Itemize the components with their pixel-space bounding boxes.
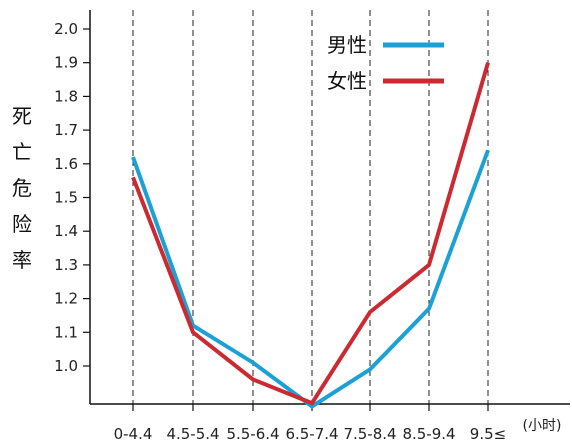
y-tick-label: 1.3 [54, 256, 78, 274]
y-tick-label: 1.6 [54, 155, 78, 173]
x-tick-label: 0-4.4 [114, 425, 153, 443]
x-tick-label: 6.5-7.4 [285, 425, 338, 443]
x-tick-label: 8.5-9.4 [402, 425, 455, 443]
y-tick-label: 1.7 [54, 121, 78, 139]
x-tick-label: 5.5-6.4 [226, 425, 279, 443]
axes [89, 10, 570, 405]
y-ticks: 1.0 1.1 1.2 1.3 1.4 1.5 1.6 1.7 1.8 1.9 2.0 [54, 20, 90, 375]
x-tick-label: 7.5-8.4 [343, 425, 396, 443]
x-ticks: 0-4.4 4.5-5.4 5.5-6.4 6.5-7.4 7.5-8.4 8.5-9.4… [114, 404, 562, 443]
legend-label: 女性 [327, 69, 367, 93]
grid [132, 10, 489, 404]
y-tick-label: 1.0 [54, 357, 78, 375]
y-axis-label-char: 死 [12, 104, 32, 128]
y-tick-label: 1.4 [54, 222, 78, 240]
y-tick-label: 2.0 [54, 20, 78, 38]
series-line-男性 [131, 149, 490, 409]
y-axis-label-char: 率 [12, 248, 32, 272]
legend-label: 男性 [327, 33, 367, 57]
y-tick-label: 1.9 [54, 54, 78, 72]
y-tick-label: 1.1 [54, 323, 78, 341]
y-tick-label: 1.2 [54, 290, 78, 308]
y-tick-label: 1.5 [54, 189, 78, 207]
y-axis-label-char: 危 [12, 176, 32, 200]
y-axis-label-char: 亡 [12, 140, 32, 164]
series [131, 62, 490, 409]
y-tick-label: 1.8 [54, 87, 78, 105]
x-tick-label: 4.5-5.4 [166, 425, 219, 443]
x-axis-unit: (小时) [523, 418, 562, 434]
y-axis-label-char: 险 [12, 212, 32, 236]
series-line-女性 [131, 62, 490, 406]
x-tick-label: 9.5≤ [470, 425, 506, 443]
